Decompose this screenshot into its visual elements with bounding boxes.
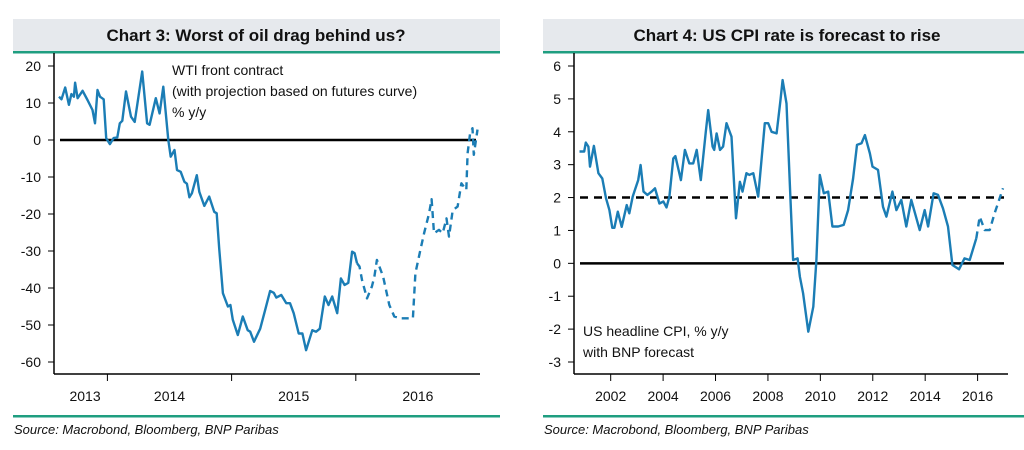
chart-3-x-tick-label: 2015 <box>278 388 309 404</box>
chart-3-y-tick-label: -30 <box>21 243 41 259</box>
chart-4-x-tick-label: 2014 <box>910 388 941 404</box>
chart-4-projection-line <box>975 187 1005 239</box>
chart-3-x-tick-label: 2014 <box>154 388 185 404</box>
chart-3-footer-rule <box>13 415 500 418</box>
chart-4-y-tick-label: 0 <box>553 255 561 271</box>
chart-3-y-tick-label: 0 <box>33 132 41 148</box>
chart-3-y-tick-label: -40 <box>21 280 41 296</box>
chart-3-title: Chart 3: Worst of oil drag behind us? <box>106 26 405 45</box>
chart-4-y-tick-label: 2 <box>553 190 561 206</box>
chart-3-actual-line <box>58 70 359 352</box>
chart-3-y-tick-label: -10 <box>21 169 41 185</box>
chart-4-footer-rule <box>543 415 1024 418</box>
chart-3-y-tick-label: 10 <box>25 95 41 111</box>
chart-4-actual-line <box>579 78 978 333</box>
chart-3-x-tick-label: 2013 <box>69 388 100 404</box>
chart-4-annotation-line-1: US headline CPI, % y/y <box>583 323 729 339</box>
chart-4-y-tick-label: 5 <box>553 91 561 107</box>
chart-4-x-tick-label: 2008 <box>752 388 783 404</box>
chart-3-y-tick-label: -50 <box>21 317 41 333</box>
chart-3-y-tick-label: -20 <box>21 206 41 222</box>
chart-3-annotation-line-1: WTI front contract <box>172 62 283 78</box>
chart-3-projection-line <box>356 126 479 320</box>
chart-4-y-tick-label: 6 <box>553 58 561 74</box>
chart-4-title: Chart 4: US CPI rate is forecast to rise <box>633 26 940 45</box>
chart-3-panel: Chart 3: Worst of oil drag behind us? WT… <box>13 19 500 437</box>
chart-4-source: Source: Macrobond, Bloomberg, BNP Pariba… <box>544 422 809 437</box>
chart-4-y-tick-label: 1 <box>553 222 561 238</box>
chart-3-header-band <box>13 19 500 51</box>
chart-4-y-tick-label: -1 <box>549 288 562 304</box>
chart-4-header-band <box>543 19 1024 51</box>
chart-4-annotation-line-2: with BNP forecast <box>582 344 694 360</box>
chart-3-header-rule <box>13 51 500 54</box>
chart-4-x-tick-label: 2012 <box>857 388 888 404</box>
chart-4-x-tick-label: 2010 <box>805 388 836 404</box>
chart-3-source: Source: Macrobond, Bloomberg, BNP Pariba… <box>14 422 279 437</box>
chart-4-header-rule <box>543 51 1024 54</box>
chart-4-y-tick-label: 3 <box>553 157 561 173</box>
chart-4-y-tick-label: -3 <box>549 354 562 370</box>
chart-4-x-tick-label: 2016 <box>962 388 993 404</box>
chart-3-y-tick-label: -60 <box>21 354 41 370</box>
chart-4-x-tick-label: 2004 <box>648 388 679 404</box>
chart-3-annotation-line-3: % y/y <box>172 104 206 120</box>
chart-4-panel: Chart 4: US CPI rate is forecast to rise… <box>543 19 1024 437</box>
chart-4-x-tick-label: 2006 <box>700 388 731 404</box>
chart-3-x-tick-label: 2016 <box>402 388 433 404</box>
chart-4-y-tick-label: 4 <box>553 124 561 140</box>
chart-3-y-tick-label: 20 <box>25 58 41 74</box>
chart-4-y-tick-label: -2 <box>549 321 562 337</box>
chart-4-x-tick-label: 2002 <box>595 388 626 404</box>
chart-3-annotation-line-2: (with projection based on futures curve) <box>172 83 417 99</box>
